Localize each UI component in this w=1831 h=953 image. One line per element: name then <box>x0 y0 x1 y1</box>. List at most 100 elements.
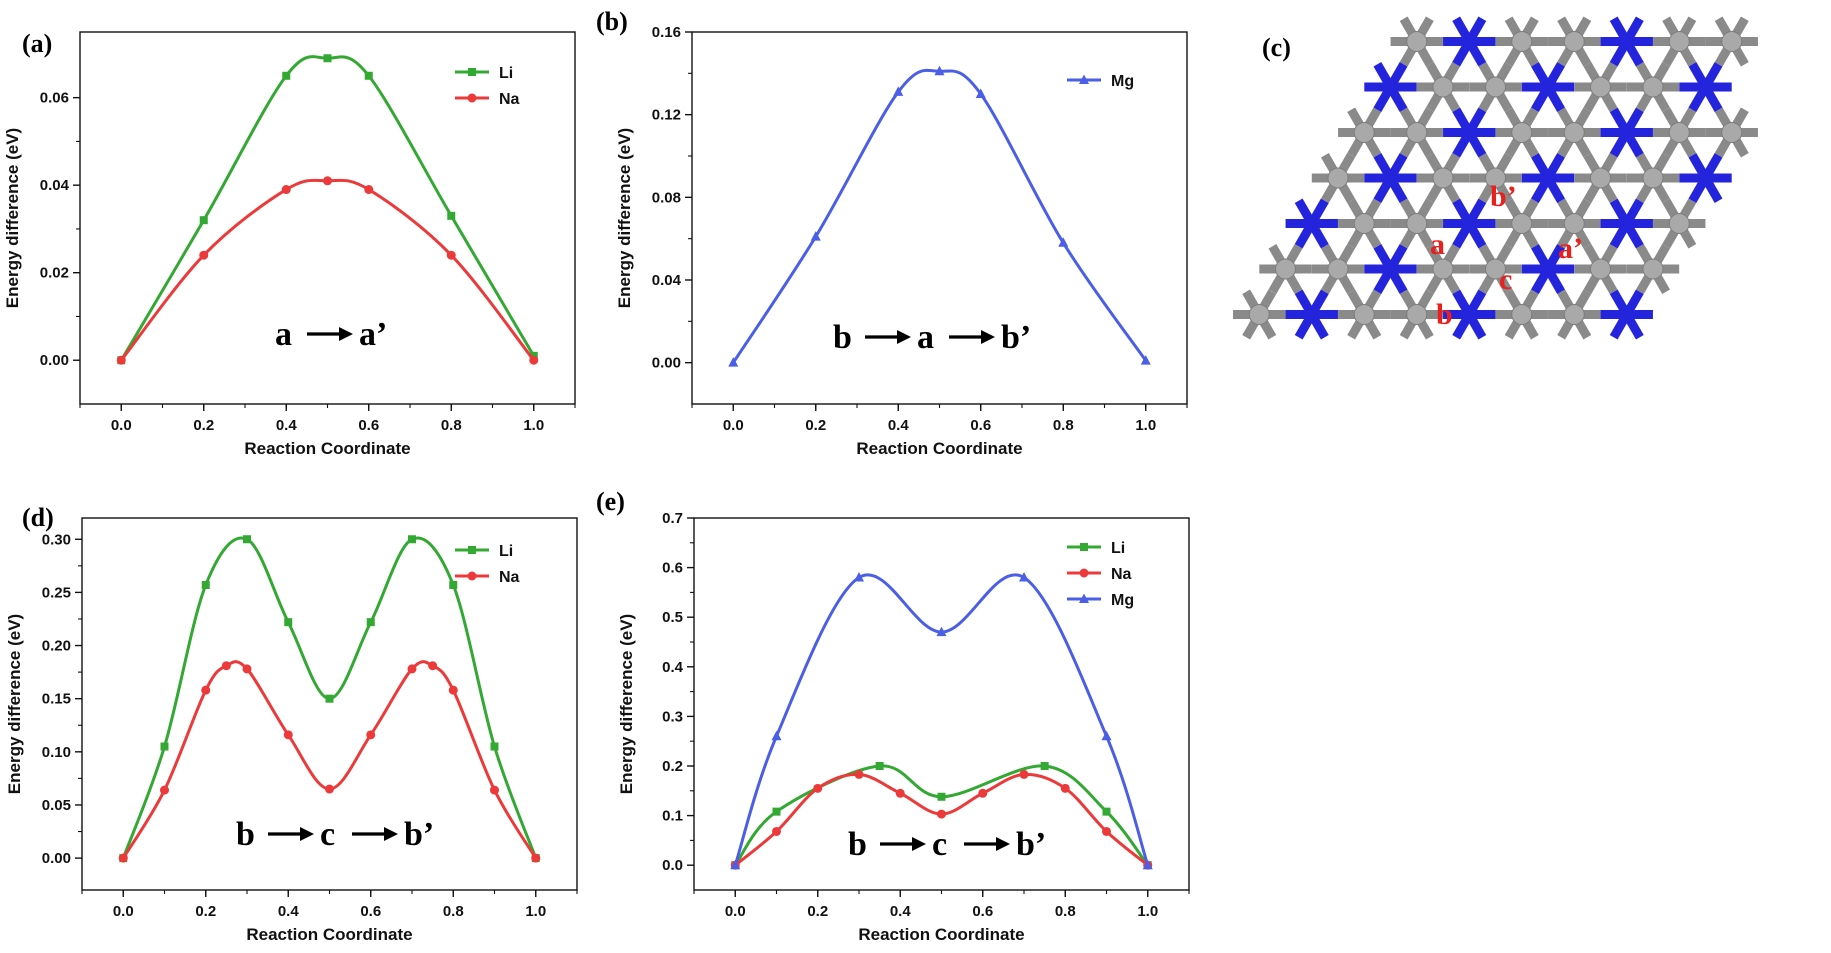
site-label-b-prime: b’ <box>1490 180 1517 213</box>
data-point-d-na-1 <box>160 785 169 795</box>
data-point-d-na-0 <box>118 853 128 863</box>
data-point-d-li-6 <box>366 618 375 627</box>
lattice-atom-gray-53 <box>1721 31 1743 52</box>
lattice-atom-blue-25 <box>1383 171 1398 185</box>
chart-panel-b: 0.0 0.2 0.4 0.6 0.8 1.0 0.00 0.04 0.08 0.12 0.16 Re… <box>596 7 1188 458</box>
data-point-d-na-7 <box>366 730 376 740</box>
lattice-atom-gray-6 <box>1563 304 1585 325</box>
panel-label-b: (b) <box>596 7 628 36</box>
series-line-e-mg <box>733 573 1150 866</box>
lattice-atom-blue-13 <box>1541 262 1555 276</box>
x-tick-label-d-2: 0.4 <box>278 903 300 920</box>
data-point-a-na-4 <box>364 185 374 195</box>
path-annotation-site-b-2: b’ <box>1001 319 1031 356</box>
lattice-atom-blue-22 <box>1619 216 1634 231</box>
data-point-e-na-4 <box>895 788 905 798</box>
x-tick-label-b-0: 0.0 <box>723 417 744 434</box>
lattice-atom-blue-28 <box>1541 171 1555 185</box>
path-annotation-site-d-2: b’ <box>404 816 434 853</box>
x-tick-label-a-0: 0.0 <box>111 417 132 434</box>
lattice-atom-gray-3 <box>1406 304 1428 325</box>
path-arrow-head-a-0 <box>339 327 353 341</box>
y-axis-title-d: Energy difference (eV) <box>5 614 24 794</box>
lattice-atom-gray-20 <box>1511 213 1533 234</box>
legend-marker-e-na <box>1079 568 1089 578</box>
data-point-e-li-2 <box>875 762 884 770</box>
x-tick-label-e-2: 0.4 <box>890 903 912 920</box>
y-tick-label-d-0: 0.00 <box>42 850 71 867</box>
x-tick-label-d-0: 0.0 <box>113 903 134 920</box>
data-point-b-mg-1 <box>810 231 821 241</box>
legend-marker-e-li <box>1080 543 1088 551</box>
y-tick-label-d-2: 0.10 <box>42 744 71 761</box>
data-point-d-na-9 <box>428 661 438 671</box>
plot-frame-a <box>79 31 576 405</box>
legend-marker-a-li <box>468 68 476 76</box>
data-point-b-mg-4 <box>975 88 986 98</box>
data-point-d-na-2 <box>201 685 211 695</box>
lattice-atom-gray-0 <box>1248 304 1270 325</box>
data-point-d-li-1 <box>160 742 169 751</box>
data-point-d-li-5 <box>325 694 334 703</box>
path-annotation-site-d-1: c <box>320 816 335 853</box>
panel-label-d: (d) <box>22 503 54 532</box>
x-tick-label-e-4: 0.8 <box>1055 903 1076 920</box>
lattice-atom-blue-1 <box>1304 307 1319 322</box>
legend-label-e-mg: Mg <box>1111 592 1134 609</box>
lattice-atom-gray-44 <box>1590 76 1611 98</box>
lattice-atom-blue-43 <box>1541 80 1555 94</box>
panel-label-e: (e) <box>596 487 625 516</box>
data-point-e-na-6 <box>978 788 988 798</box>
x-tick-label-b-5: 1.0 <box>1135 417 1156 434</box>
legend-label-d-li: Li <box>499 543 513 560</box>
data-point-e-na-7 <box>1019 769 1029 779</box>
x-axis-title-d: Reaction Coordinate <box>246 925 412 944</box>
lattice-atom-gray-38 <box>1668 122 1690 143</box>
data-point-a-li-3 <box>323 54 332 63</box>
y-tick-label-e-3: 0.3 <box>662 708 683 725</box>
lattice-atom-blue-31 <box>1698 171 1713 185</box>
data-point-e-mg-5 <box>1101 730 1112 741</box>
data-point-e-na-1 <box>772 826 781 836</box>
y-tick-label-b-1: 0.04 <box>652 272 682 289</box>
lattice-atom-gray-18 <box>1406 213 1428 234</box>
x-tick-label-b-3: 0.6 <box>970 417 991 434</box>
chart-panel-e: 0.0 0.2 0.4 0.6 0.8 1.0 0.0 0.1 0.2 0.3 0.4 0.5 0.6 0… <box>596 487 1190 944</box>
x-tick-label-e-3: 0.6 <box>972 903 993 920</box>
lattice-atom-gray-26 <box>1432 167 1454 189</box>
data-point-d-na-6 <box>325 784 334 794</box>
data-point-a-na-1 <box>199 250 209 260</box>
x-tick-label-a-1: 0.2 <box>193 417 214 434</box>
path-annotation-a: a a’ <box>275 316 387 353</box>
path-annotation-d: b c b’ <box>236 816 434 853</box>
y-tick-label-e-4: 0.4 <box>662 659 684 676</box>
data-point-e-na-2 <box>813 783 823 793</box>
data-point-e-na-9 <box>1102 826 1111 836</box>
path-arrow-head-b-1 <box>981 330 995 344</box>
panel-label-c: (c) <box>1262 33 1291 62</box>
lattice-structure <box>1233 16 1758 340</box>
path-annotation-b: b a b’ <box>833 319 1031 356</box>
x-tick-label-a-4: 0.8 <box>441 417 462 434</box>
lattice-atom-gray-9 <box>1327 258 1349 280</box>
path-annotation-site-e-1: c <box>932 826 947 863</box>
lattice-atom-gray-23 <box>1668 213 1690 234</box>
x-tick-label-b-1: 0.2 <box>805 417 826 434</box>
y-tick-label-a-0: 0.00 <box>40 352 69 369</box>
lattice-atom-gray-5 <box>1511 304 1533 325</box>
y-tick-label-e-6: 0.6 <box>662 560 683 577</box>
lattice-atom-gray-2 <box>1353 304 1375 325</box>
data-point-b-mg-0 <box>728 357 739 367</box>
x-tick-label-a-2: 0.4 <box>276 417 298 434</box>
lattice-atom-blue-46 <box>1698 80 1713 94</box>
path-annotation-site-e-2: b’ <box>1016 826 1046 863</box>
lattice-atom-gray-52 <box>1668 31 1690 52</box>
x-tick-label-d-5: 1.0 <box>525 903 546 920</box>
x-axis-title-e: Reaction Coordinate <box>858 925 1024 944</box>
lattice-atom-blue-48 <box>1462 34 1477 49</box>
data-point-d-na-4 <box>242 664 252 674</box>
legend-label-d-na: Na <box>499 569 520 586</box>
data-point-d-li-2 <box>201 580 210 589</box>
y-tick-label-b-2: 0.08 <box>652 189 681 206</box>
